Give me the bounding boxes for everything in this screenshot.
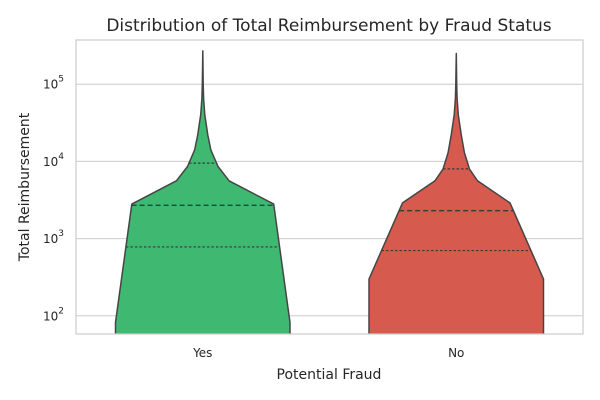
y-tick-label: 103 (43, 229, 64, 246)
y-tick-label: 104 (43, 152, 64, 169)
y-tick-label: 102 (43, 306, 64, 323)
x-tick-labels: Yes No (192, 346, 464, 360)
x-tick-label: No (448, 346, 464, 360)
y-tick-label: 105 (43, 75, 64, 92)
y-tick-labels: 102 103 104 105 (43, 75, 64, 324)
chart-title: Distribution of Total Reimbursement by F… (106, 16, 551, 36)
violins (114, 50, 545, 334)
x-axis-label: Potential Fraud (277, 367, 382, 383)
violin-body (368, 52, 545, 334)
plot-frame (75, 39, 584, 335)
violin-no (368, 52, 545, 334)
y-axis-label: Total Reimbursement (17, 112, 33, 262)
violin-yes (114, 50, 291, 334)
x-tick-label: Yes (192, 346, 212, 360)
violin-body (114, 50, 291, 334)
